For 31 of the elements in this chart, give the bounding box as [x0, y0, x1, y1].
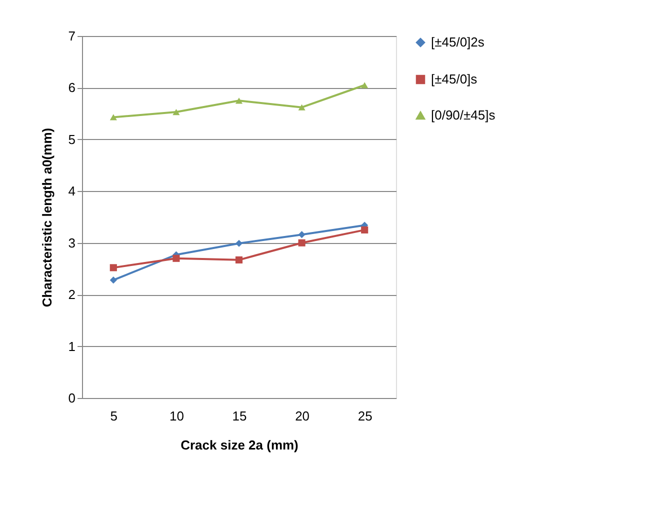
x-tick-label: 15 — [232, 408, 247, 424]
point — [235, 256, 243, 264]
y-tick-label: 1 — [68, 338, 76, 354]
legend-label: [±45/0]s — [431, 72, 478, 86]
x-axis-title: Crack size 2a (mm) — [180, 438, 298, 452]
point — [235, 98, 243, 104]
point — [172, 108, 180, 116]
y-tick-label: 7 — [68, 28, 76, 44]
point — [298, 239, 306, 246]
point — [235, 240, 243, 247]
y-axis-title: Characteristic length a0(mm) — [39, 128, 54, 308]
y-tick-label: 6 — [68, 80, 76, 96]
legend-label: [±45/0]2s — [431, 34, 485, 50]
point — [172, 254, 180, 262]
point — [361, 226, 368, 234]
point — [298, 231, 306, 238]
y-tick-label: 0 — [68, 390, 76, 406]
point — [110, 114, 117, 120]
point — [298, 104, 306, 110]
x-tick-label: 10 — [169, 408, 184, 424]
y-tick-label: 3 — [68, 235, 76, 250]
x-tick-label: 25 — [358, 408, 372, 424]
y-tick-label: 4 — [68, 184, 76, 199]
legend-label: [0/90/±45]s — [431, 108, 496, 122]
x-tick-label: 20 — [295, 408, 310, 424]
y-tick-label: 5 — [68, 132, 76, 147]
x-tick-label: 5 — [110, 408, 118, 424]
point — [110, 264, 117, 272]
y-tick-label: 2 — [68, 287, 76, 302]
point — [361, 82, 368, 88]
point — [110, 276, 117, 284]
